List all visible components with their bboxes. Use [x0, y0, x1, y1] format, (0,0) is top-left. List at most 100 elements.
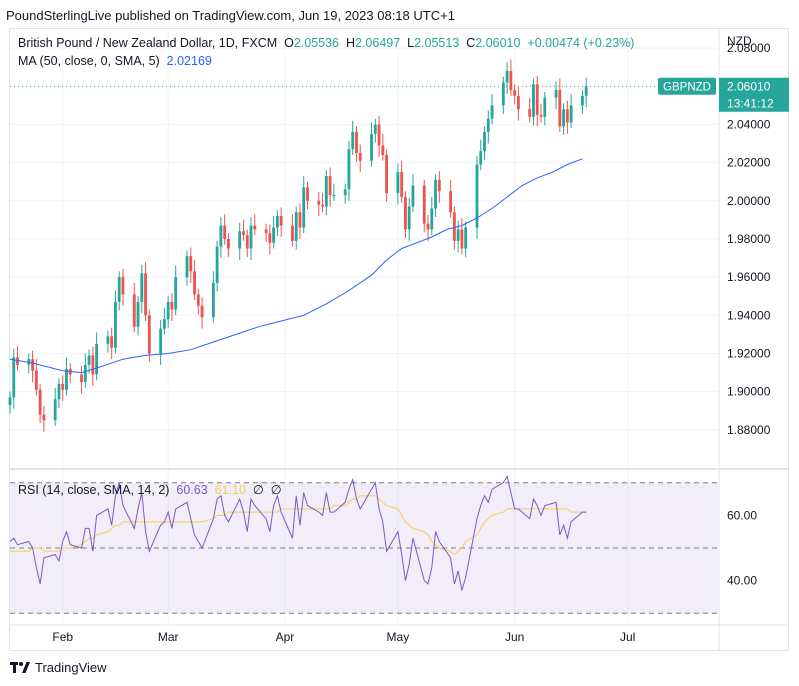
time-tick-label: May [387, 630, 410, 644]
low-value: 2.05513 [414, 36, 460, 50]
countdown-label: 13:41:12 [727, 96, 774, 110]
candle-body [215, 246, 219, 283]
candle-body [223, 225, 227, 239]
candle-body [91, 355, 95, 375]
price-tick-label: 1.90000 [727, 385, 771, 399]
candle-body [456, 229, 460, 241]
candle-body [558, 90, 562, 127]
ma-line [9, 158, 583, 374]
candle-body [291, 225, 294, 241]
candle-body [385, 154, 389, 194]
candle-body [528, 109, 532, 117]
candle-body [200, 305, 204, 318]
symbol-title[interactable]: British Pound / New Zealand Dollar, 1D, … [18, 36, 278, 50]
candle-body [505, 70, 509, 83]
candle-body [377, 124, 381, 146]
candle-body [449, 191, 453, 213]
rsi-legend: RSI (14, close, SMA, 14, 2) 60.63 61.10 … [18, 482, 282, 497]
candle-body [535, 84, 539, 115]
ma-label[interactable]: MA (50, close, 0, SMA, 5) [18, 54, 160, 68]
open-value: 2.05536 [293, 36, 340, 50]
candle-body [373, 124, 377, 134]
high-label: H [345, 36, 355, 50]
price-tick-label: 1.92000 [727, 346, 771, 360]
candle-body [8, 397, 12, 406]
candle-body [31, 359, 35, 371]
rsi-value: 60.63 [176, 483, 208, 497]
candle-body [166, 301, 170, 320]
candle-body [159, 328, 163, 354]
candle-body [475, 164, 479, 228]
candle-body [328, 175, 332, 196]
candle-body [347, 149, 351, 190]
brand-name[interactable]: TradingView [35, 660, 107, 675]
candle-body [302, 187, 306, 228]
candle-body [532, 84, 535, 117]
candle-body [543, 97, 547, 117]
candle-body [162, 319, 166, 329]
change-value: +0.00474 (+0.23%) [527, 36, 635, 50]
candle-body [272, 227, 276, 243]
last-price-tag [719, 77, 789, 112]
price-tick-label: 1.98000 [727, 232, 771, 246]
candle-body [268, 233, 272, 243]
candle-body [42, 414, 46, 421]
candle-body [57, 384, 61, 400]
candle-body [407, 206, 411, 230]
candle-body [38, 389, 42, 415]
candle-body [114, 301, 117, 348]
candle-body [65, 368, 68, 390]
candle-body [16, 357, 19, 365]
candle-body [211, 282, 215, 318]
candle-body [121, 277, 125, 295]
rsi-label[interactable]: RSI (14, close, SMA, 14, 2) [18, 483, 170, 497]
candle-body [426, 223, 430, 230]
candle-body [174, 277, 178, 310]
candle-body [117, 277, 121, 302]
currency-label: NZD [727, 34, 752, 48]
candle-body [483, 132, 486, 152]
symbol-tag-label: GBPNZD [663, 81, 711, 93]
candle-body [34, 370, 38, 390]
rsi-ma-value: 61.10 [214, 483, 246, 497]
price-tick-label: 2.00000 [727, 194, 771, 208]
close-label: C [466, 36, 476, 50]
tradingview-logo-icon [10, 661, 30, 673]
candle-body [298, 212, 302, 228]
candle-body [584, 86, 588, 96]
candle-body [460, 229, 464, 249]
footer: TradingView [10, 660, 107, 675]
candle-body [332, 195, 336, 197]
candle-body [106, 336, 110, 344]
candle-body [358, 153, 362, 161]
candle-body [554, 90, 558, 98]
price-tick-label: 1.96000 [727, 270, 771, 284]
price-tick-label: 2.02000 [727, 156, 771, 170]
candle-body [355, 132, 358, 154]
candle-body [12, 357, 16, 398]
candle-body [185, 256, 189, 278]
chart-frame [9, 28, 789, 651]
candle-body [411, 185, 415, 207]
candle-body [61, 384, 65, 390]
candle-body [227, 238, 230, 249]
price-tick-label: 2.04000 [727, 117, 771, 131]
candle-body [189, 256, 193, 272]
candle-body [437, 179, 441, 192]
na-icon: ∅ [270, 483, 282, 497]
candle-body [324, 175, 328, 207]
candle-body [144, 273, 147, 316]
candle-body [242, 231, 245, 236]
candle-body [404, 196, 407, 230]
close-value: 2.06010 [475, 36, 521, 50]
candle-body [80, 374, 83, 383]
candle-body [110, 336, 114, 348]
candle-body [343, 189, 347, 196]
candle-body [245, 235, 249, 249]
candle-body [370, 133, 373, 161]
low-label: L [407, 36, 415, 50]
candle-body [238, 231, 242, 249]
candle-body [513, 90, 517, 96]
main-legend: British Pound / New Zealand Dollar, 1D, … [18, 36, 634, 50]
